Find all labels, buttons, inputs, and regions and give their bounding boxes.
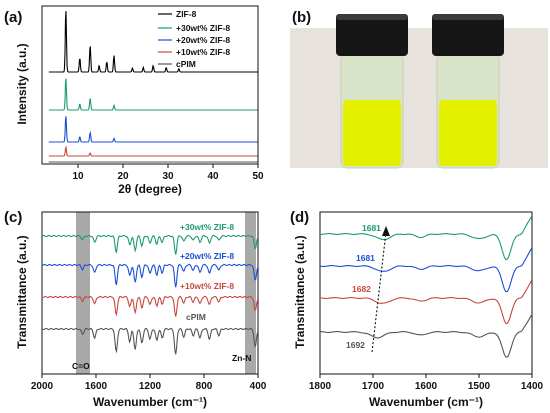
band-znn-shade: [245, 212, 256, 374]
peak-label-cpim: 1692: [346, 340, 365, 350]
panel-c-traces: [41, 234, 259, 355]
peak-label-30wt: 1681: [362, 223, 381, 233]
panel-d-tick-label: 1800: [309, 381, 332, 392]
vial-b2-cap-rim: [432, 14, 504, 20]
band-co-shade: [76, 212, 90, 374]
panel-c-label-30wt: +30wt% ZIF-8: [180, 222, 234, 232]
legend-label-30wt: +30wt% ZIF-8: [176, 23, 230, 33]
vial-b2-liquid: [439, 100, 497, 166]
xrd-trace-0: [48, 11, 258, 73]
panel-a-legend: ZIF-8 +30wt% ZIF-8 +20wt% ZIF-8 +10wt% Z…: [158, 9, 230, 69]
band-znn-label: Zn-N: [232, 353, 251, 363]
panel-a-xticks: 10 20 30 40 50: [72, 164, 264, 182]
panel-a-letter: (a): [4, 9, 22, 26]
panel-c-tick-label: 400: [250, 381, 267, 392]
ftir-trace-3: [41, 327, 259, 355]
vial-b1-cap: [336, 14, 408, 56]
panel-c: (c) Transmittance (a.u.) +30wt% ZIF-8 +2…: [4, 209, 267, 409]
legend-label-cpim: cPIM: [176, 59, 196, 69]
peak-label-10wt: 1682: [352, 284, 371, 294]
panel-a-tick-label: 40: [207, 171, 219, 182]
vial-b1: [336, 14, 408, 169]
photo-backdrop: [290, 28, 548, 168]
ftir-trace-2: [41, 295, 259, 317]
trend-arrow-line: [371, 231, 387, 353]
ftir-trace-0: [41, 234, 259, 255]
legend-label-zif8: ZIF-8: [176, 9, 197, 19]
xrd-trace-2: [48, 116, 258, 143]
panel-c-tick-label: 800: [196, 381, 213, 392]
panel-a-frame: [41, 5, 259, 165]
panel-d-tick-label: 1500: [468, 381, 491, 392]
panel-c-label-10wt: +10wt% ZIF-8: [180, 281, 234, 291]
panel-c-label-cpim: cPIM: [186, 312, 206, 322]
legend-label-10wt: +10wt% ZIF-8: [176, 47, 230, 57]
zoom-trace-3: [320, 314, 532, 358]
panel-a-tick-label: 20: [117, 171, 129, 182]
vial-b1-liquid: [343, 100, 401, 166]
panel-d-tick-label: 1600: [415, 381, 438, 392]
panel-b-letter: (b): [292, 9, 311, 26]
panel-a-tick-label: 50: [252, 171, 264, 182]
panel-d-xticks: 1800 1700 1600 1500 1400: [309, 374, 544, 392]
panel-c-label-20wt: +20wt% ZIF-8: [180, 251, 234, 261]
panel-d-traces: [319, 216, 532, 358]
band-co-label: C=O: [72, 361, 90, 371]
legend-label-20wt: +20wt% ZIF-8: [176, 35, 230, 45]
zoom-trace-1: [319, 248, 532, 293]
vial-b1-cap-rim: [336, 14, 408, 20]
vial-b2-cap: [432, 14, 504, 56]
panel-c-tick-label: 2000: [31, 381, 54, 392]
panel-a-tick-label: 10: [72, 171, 84, 182]
panel-c-ylabel: Transmittance (a.u.): [15, 235, 29, 348]
panel-a-ylabel: Intensity (a.u.): [15, 43, 29, 124]
panel-d: (d) Transmittance (a.u.) 1681 1681 1682 …: [290, 209, 544, 409]
panel-a-tick-label: 30: [162, 171, 174, 182]
panel-b: (b) b1 b2: [290, 9, 548, 169]
panel-c-xlabel: Wavenumber (cm⁻¹): [93, 395, 207, 409]
xrd-trace-3: [48, 145, 258, 157]
panel-c-letter: (c): [4, 209, 22, 226]
panel-d-ylabel: Transmittance (a.u.): [293, 235, 307, 348]
panel-c-tick-label: 1600: [85, 381, 108, 392]
zoom-trace-2: [319, 280, 532, 325]
vial-b2: [432, 14, 504, 169]
trend-arrow-head: [382, 226, 390, 236]
zoom-trace-0: [320, 216, 532, 261]
panel-c-xticks: 2000 1600 1200 800 400: [31, 374, 267, 392]
panel-d-tick-label: 1700: [362, 381, 385, 392]
panel-d-tick-label: 1400: [521, 381, 544, 392]
ftir-trace-1: [41, 263, 259, 288]
panel-a-traces: [48, 11, 258, 163]
panel-a-xlabel: 2θ (degree): [118, 182, 182, 196]
panel-a: (a) Intensity (a.u.) 10 20 30 40 50 2θ (degr…: [4, 5, 264, 196]
xrd-trace-1: [48, 78, 258, 111]
peak-label-20wt: 1681: [356, 253, 375, 263]
panel-d-letter: (d): [290, 209, 309, 226]
panel-d-xlabel: Wavenumber (cm⁻¹): [369, 395, 483, 409]
panel-c-tick-label: 1200: [139, 381, 162, 392]
